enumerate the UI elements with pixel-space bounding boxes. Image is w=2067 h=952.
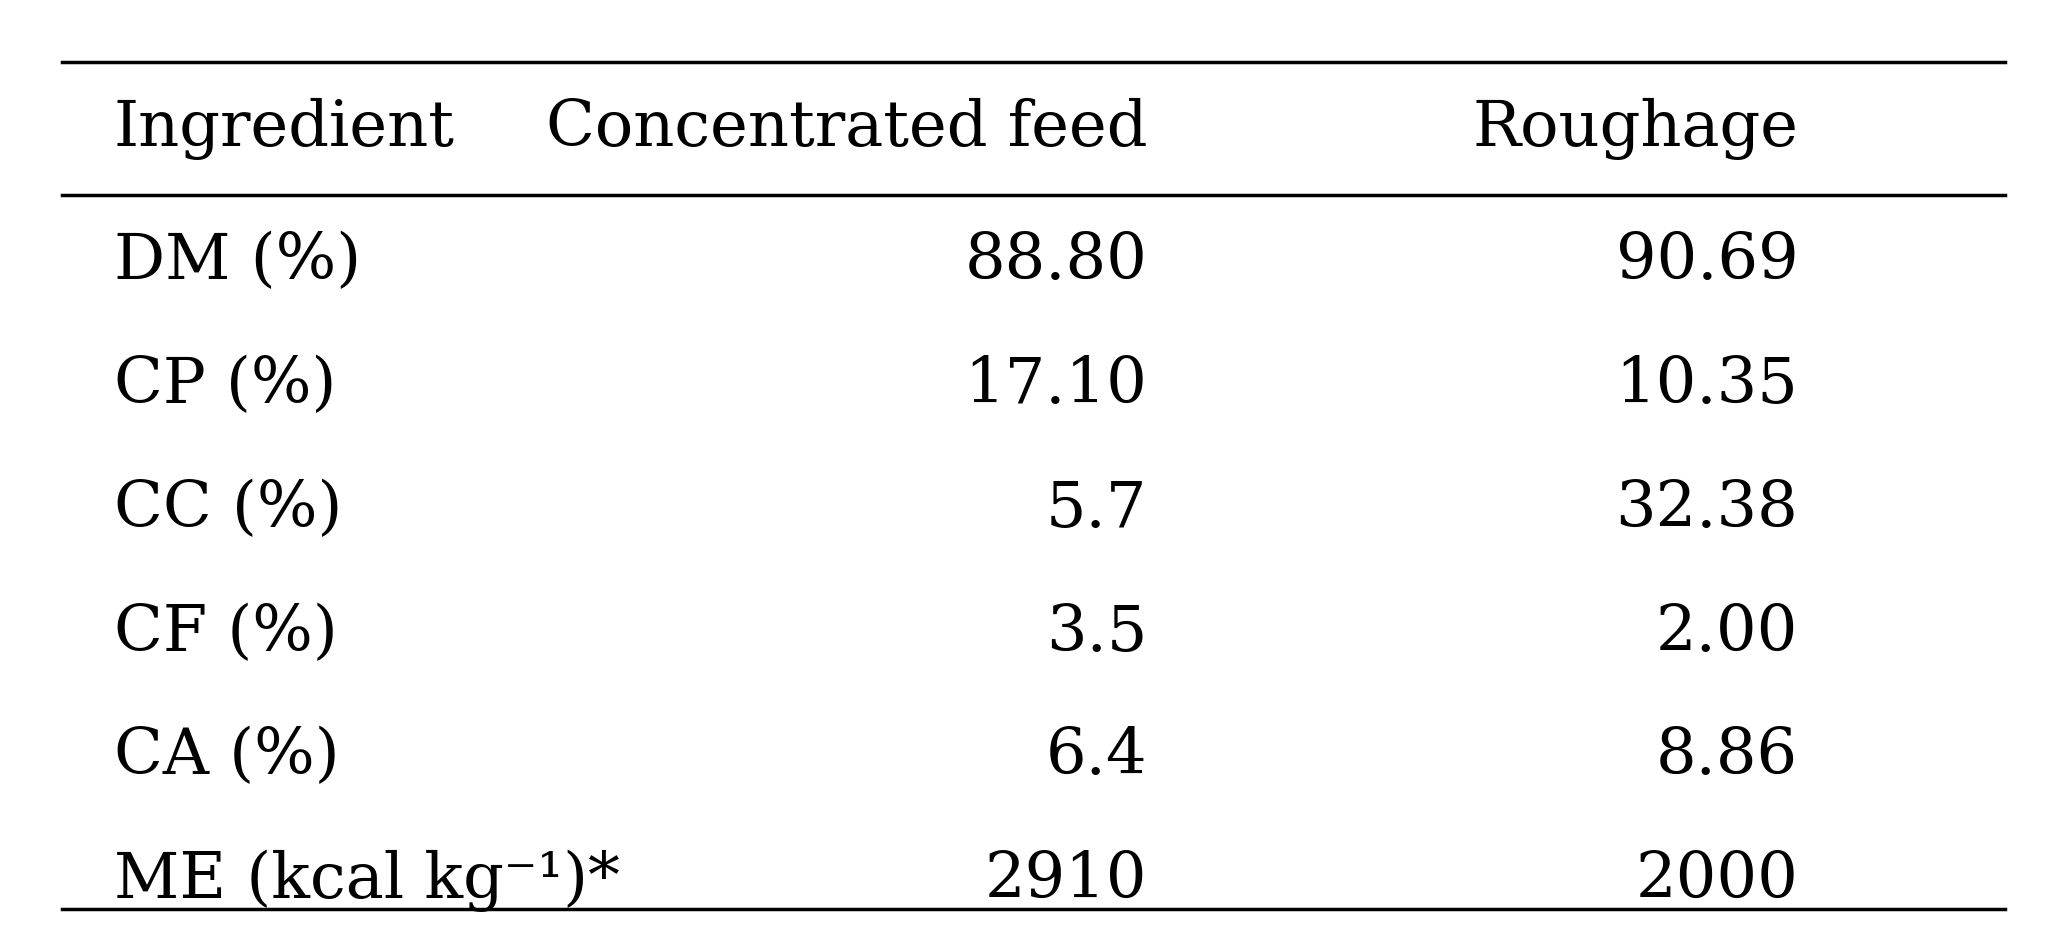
- Text: 2910: 2910: [984, 850, 1147, 911]
- Text: ME (kcal kg⁻¹)*: ME (kcal kg⁻¹)*: [114, 849, 620, 912]
- Text: 5.7: 5.7: [1046, 479, 1147, 540]
- Text: 3.5: 3.5: [1046, 603, 1147, 664]
- Text: Ingredient: Ingredient: [114, 97, 455, 160]
- Text: CF (%): CF (%): [114, 603, 337, 664]
- Text: 8.86: 8.86: [1656, 726, 1798, 787]
- Text: Concentrated feed: Concentrated feed: [546, 98, 1147, 159]
- Text: CA (%): CA (%): [114, 726, 339, 787]
- Text: 17.10: 17.10: [965, 355, 1147, 416]
- Text: CC (%): CC (%): [114, 479, 341, 540]
- Text: 90.69: 90.69: [1616, 231, 1798, 292]
- Text: 6.4: 6.4: [1046, 726, 1147, 787]
- Text: 32.38: 32.38: [1616, 479, 1798, 540]
- Text: DM (%): DM (%): [114, 231, 362, 292]
- Text: Roughage: Roughage: [1472, 97, 1798, 160]
- Text: 10.35: 10.35: [1616, 355, 1798, 416]
- Text: 88.80: 88.80: [965, 231, 1147, 292]
- Text: 2.00: 2.00: [1656, 603, 1798, 664]
- Text: CP (%): CP (%): [114, 355, 337, 416]
- Text: 2000: 2000: [1635, 850, 1798, 911]
